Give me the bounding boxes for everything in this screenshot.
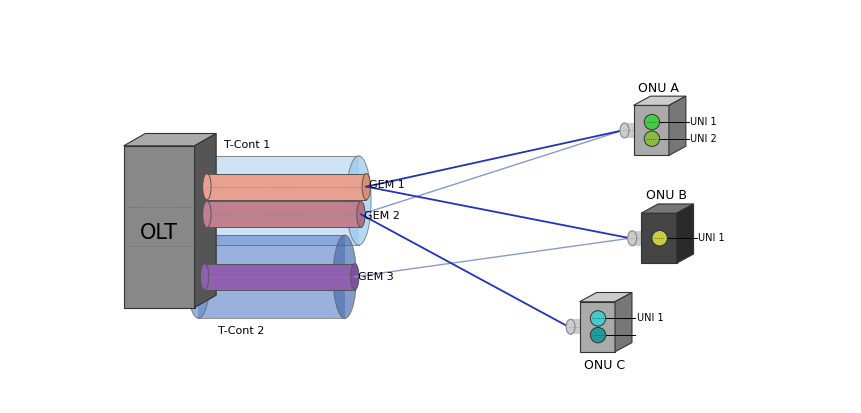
Ellipse shape — [566, 319, 574, 334]
Text: UNI 1: UNI 1 — [697, 233, 724, 243]
Polygon shape — [198, 235, 344, 318]
Polygon shape — [641, 204, 693, 213]
Polygon shape — [579, 302, 614, 352]
Ellipse shape — [643, 131, 659, 147]
Ellipse shape — [188, 156, 213, 245]
Ellipse shape — [202, 173, 211, 200]
Ellipse shape — [346, 156, 371, 245]
Ellipse shape — [619, 123, 629, 138]
Text: UNI 2: UNI 2 — [690, 134, 716, 144]
Ellipse shape — [590, 328, 605, 343]
Polygon shape — [207, 173, 366, 200]
Polygon shape — [614, 292, 631, 352]
Text: T-Cont 1: T-Cont 1 — [224, 140, 269, 150]
Ellipse shape — [356, 201, 365, 228]
Ellipse shape — [590, 311, 605, 326]
Ellipse shape — [202, 201, 211, 228]
Polygon shape — [623, 123, 633, 138]
Text: GEM 1: GEM 1 — [369, 180, 405, 190]
Text: ONU B: ONU B — [646, 190, 686, 202]
Polygon shape — [631, 231, 641, 246]
Text: ONU A: ONU A — [638, 82, 678, 95]
Polygon shape — [207, 201, 361, 228]
Polygon shape — [676, 204, 693, 263]
Text: GEM 3: GEM 3 — [357, 272, 393, 282]
Polygon shape — [124, 133, 216, 146]
Ellipse shape — [643, 114, 659, 130]
Polygon shape — [201, 156, 358, 245]
Text: T-Cont 2: T-Cont 2 — [217, 326, 263, 336]
Ellipse shape — [651, 230, 666, 246]
Polygon shape — [579, 292, 631, 302]
Polygon shape — [204, 263, 355, 290]
Ellipse shape — [627, 231, 636, 246]
Text: OLT: OLT — [140, 223, 178, 243]
Polygon shape — [641, 213, 676, 263]
Text: UNI 1: UNI 1 — [690, 117, 716, 127]
Ellipse shape — [362, 173, 370, 200]
Polygon shape — [124, 146, 195, 308]
Ellipse shape — [187, 235, 210, 318]
Text: UNI 1: UNI 1 — [635, 313, 662, 323]
Polygon shape — [570, 319, 579, 334]
Text: ONU C: ONU C — [584, 359, 625, 373]
Ellipse shape — [332, 235, 356, 318]
Polygon shape — [195, 133, 216, 308]
Ellipse shape — [350, 263, 358, 290]
Text: GEM 2: GEM 2 — [363, 211, 400, 221]
Polygon shape — [633, 105, 668, 155]
Polygon shape — [633, 96, 685, 105]
Ellipse shape — [201, 263, 208, 290]
Polygon shape — [668, 96, 685, 155]
